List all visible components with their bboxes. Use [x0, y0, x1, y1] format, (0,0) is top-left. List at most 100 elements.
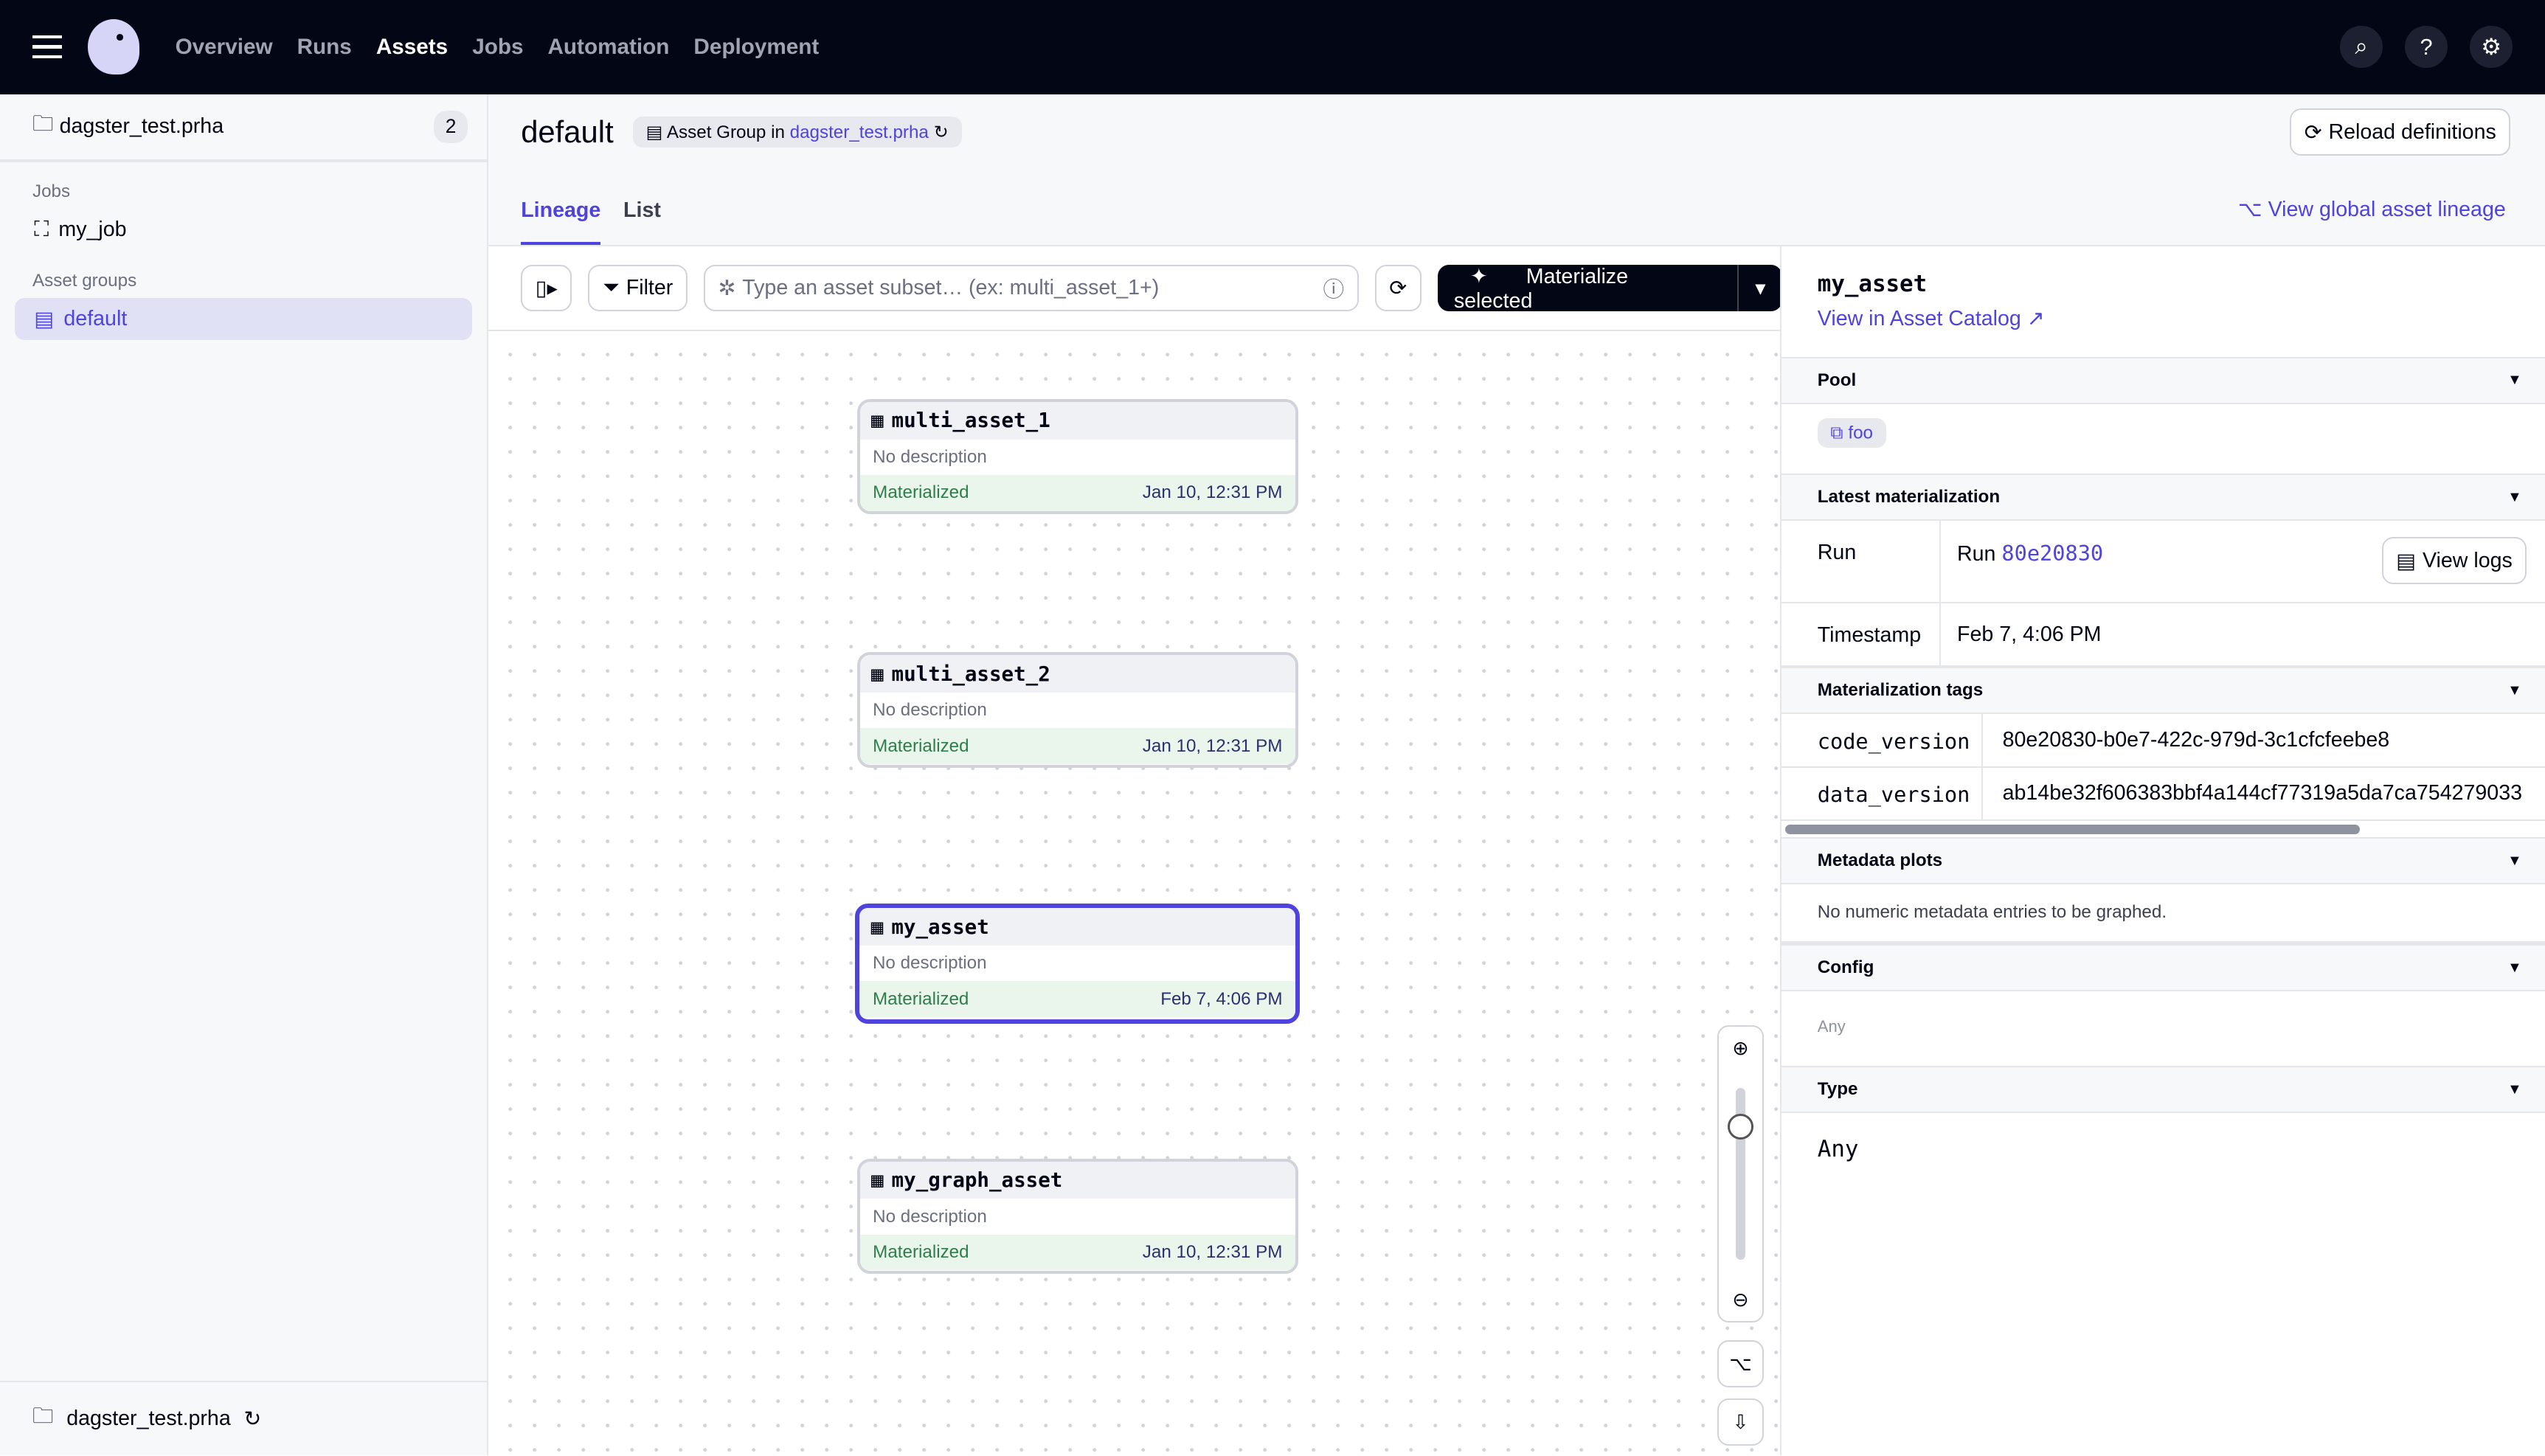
asset-node-multi-asset-2[interactable]: ▦ multi_asset_2 No description Materialized… — [856, 652, 1298, 768]
run-prefix: Run — [1956, 541, 1996, 566]
zoom-out-icon[interactable]: ⊖ — [1732, 1288, 1749, 1311]
node-name: multi_asset_1 — [891, 409, 1050, 433]
section-pool[interactable]: Pool ▼ — [1782, 356, 2545, 404]
asset-node-my-asset[interactable]: ▦ my_asset No description Materialized Feb 7… — [855, 904, 1301, 1025]
table-icon: ▦ — [870, 1168, 884, 1193]
download-icon: ⇩ — [1732, 1410, 1749, 1433]
nav-deployment[interactable]: Deployment — [693, 34, 820, 59]
info-icon[interactable]: ⓘ — [1323, 278, 1345, 302]
view-in-catalog-link[interactable]: View in Asset Catalog ↗ — [1818, 305, 2509, 331]
tab-list[interactable]: List — [623, 198, 661, 222]
section-config[interactable]: Config ▼ — [1782, 944, 2545, 992]
plots-empty-text: No numeric metadata entries to be graphe… — [1782, 884, 2545, 945]
location-footer[interactable]: 🗀 dagster_test.prha ↻ — [0, 1381, 487, 1455]
reload-icon[interactable]: ↻ — [243, 1407, 262, 1432]
asset-selection-input[interactable]: ✲ Type an asset subset… (ex: multi_asset_… — [703, 264, 1359, 312]
asset-node-my-graph-asset[interactable]: ▦ my_graph_asset No description Materialize… — [856, 1158, 1298, 1274]
top-nav-bar: Overview Runs Assets Jobs Automation Dep… — [0, 0, 2545, 94]
tag-key: data_version — [1782, 767, 1984, 820]
reload-definitions-button[interactable]: ⟳ Reload definitions — [2290, 108, 2511, 156]
pool-tag[interactable]: ⧉ foo — [1817, 418, 1886, 448]
type-value: Any — [1817, 1135, 1859, 1162]
nav-jobs[interactable]: Jobs — [472, 34, 524, 59]
section-metadata-plots[interactable]: Metadata plots ▼ — [1782, 837, 2545, 884]
reload-icon[interactable]: ↻ — [933, 122, 949, 142]
nav-automation[interactable]: Automation — [547, 34, 670, 59]
zoom-slider-handle[interactable] — [1727, 1114, 1754, 1140]
global-lineage-label: View global asset lineage — [2268, 198, 2506, 222]
node-time: Feb 7, 4:06 PM — [1160, 988, 1283, 1009]
caret-down-icon: ▼ — [2507, 959, 2522, 976]
location-name: dagster_test.prha — [59, 114, 224, 139]
table-icon: ▦ — [870, 662, 884, 686]
node-description: No description — [873, 446, 987, 467]
selection-placeholder: Type an asset subset… (ex: multi_asset_1… — [742, 276, 1160, 300]
filter-button[interactable]: ⏷ Filter — [588, 264, 688, 312]
toggle-sidebar-button[interactable]: ▯▸ — [521, 264, 572, 312]
node-time: Jan 10, 12:31 PM — [1142, 1241, 1283, 1262]
panel-toggle-icon: ▯▸ — [535, 277, 558, 301]
nav-assets[interactable]: Assets — [375, 34, 449, 59]
reload-icon: ⟳ — [2304, 120, 2322, 145]
main-area: default ▤ Asset Group in dagster_test.pr… — [488, 94, 2545, 1456]
scrollbar-thumb[interactable] — [1784, 824, 2360, 834]
horizontal-scrollbar[interactable] — [1782, 821, 2544, 837]
node-description: No description — [872, 953, 987, 974]
sidebar-item-my-job[interactable]: ⛶ my_job — [15, 209, 473, 251]
asset-group-icon: ▤ — [645, 122, 667, 142]
logs-icon: ▤ — [2396, 549, 2417, 573]
materialize-selected-button[interactable]: ✦ Materialize selected ▾ — [1437, 264, 1782, 313]
reload-label: Reload definitions — [2328, 119, 2496, 144]
folder-icon: 🗀 — [32, 112, 54, 136]
section-type[interactable]: Type ▼ — [1782, 1066, 2545, 1114]
code-location-header[interactable]: 🗀 dagster_test.prha 2 — [0, 94, 488, 162]
zoom-in-icon[interactable]: ⊕ — [1732, 1036, 1749, 1059]
table-icon: ▦ — [870, 915, 884, 939]
view-logs-button[interactable]: ▤ View logs — [2381, 537, 2527, 584]
sidebar-item-default[interactable]: ▤ default — [14, 297, 473, 340]
lineage-canvas[interactable]: ▦ multi_asset_1 No description Materialized… — [488, 332, 1781, 1456]
node-time: Jan 10, 12:31 PM — [1142, 482, 1283, 503]
node-name: my_asset — [891, 915, 989, 939]
help-icon[interactable]: ? — [2405, 26, 2448, 69]
filter-icon: ⏷ — [603, 276, 620, 300]
section-title: Pool — [1817, 370, 1857, 390]
filter-label: Filter — [626, 276, 674, 300]
asset-node-multi-asset-1[interactable]: ▦ multi_asset_1 No description Materialized… — [856, 399, 1298, 515]
section-latest-materialization[interactable]: Latest materialization ▼ — [1782, 474, 2545, 521]
search-icon[interactable]: ⌕ — [2340, 26, 2383, 69]
sidebar: 🗀 dagster_test.prha 2 Jobs ⛶ my_job Asset… — [0, 94, 489, 1456]
lineage-layout-icon: ⌥ — [1729, 1352, 1752, 1375]
caret-down-icon: ▼ — [2507, 372, 2522, 389]
fit-view-button[interactable]: ⌥ — [1717, 1340, 1765, 1387]
job-icon: ⛶ — [34, 218, 49, 242]
caret-down-icon: ▼ — [2507, 488, 2522, 505]
chevron-down-icon[interactable]: ▾ — [1737, 264, 1782, 312]
config-value: Any — [1817, 1017, 1846, 1036]
section-title: Config — [1817, 957, 1874, 978]
download-button[interactable]: ⇩ — [1717, 1398, 1765, 1446]
dagster-logo[interactable] — [87, 19, 140, 75]
table-icon: ▦ — [870, 409, 884, 433]
refresh-button[interactable]: ⟳ — [1374, 264, 1422, 312]
view-global-lineage-link[interactable]: ⌥ View global asset lineage — [2238, 196, 2506, 222]
section-title: Materialization tags — [1817, 680, 1984, 701]
nav-runs[interactable]: Runs — [297, 34, 352, 59]
tab-lineage[interactable]: Lineage — [521, 198, 601, 246]
timestamp-label: Timestamp — [1782, 603, 1941, 666]
caret-down-icon: ▼ — [2507, 682, 2522, 698]
section-title: Metadata plots — [1817, 850, 1943, 871]
gear-icon[interactable]: ⚙ — [2470, 26, 2513, 69]
node-name: multi_asset_2 — [891, 662, 1050, 686]
footer-location: dagster_test.prha — [66, 1407, 231, 1431]
nav-overview[interactable]: Overview — [175, 34, 273, 59]
caret-down-icon: ▼ — [2507, 852, 2522, 869]
menu-icon[interactable] — [32, 35, 62, 59]
zoom-slider[interactable] — [1727, 1088, 1754, 1261]
run-id-link[interactable]: 80e20830 — [2001, 540, 2104, 566]
section-materialization-tags[interactable]: Materialization tags ▼ — [1782, 667, 2545, 714]
asset-group-icon: ▤ — [34, 307, 55, 331]
group-location-link[interactable]: dagster_test.prha — [789, 122, 929, 142]
page-title: default — [521, 114, 614, 150]
jobs-label: Jobs — [32, 181, 71, 202]
